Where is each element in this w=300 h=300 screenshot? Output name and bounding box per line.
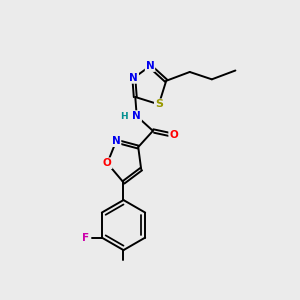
Text: O: O [169, 130, 178, 140]
Text: N: N [112, 136, 121, 146]
Text: N: N [129, 73, 138, 83]
Text: S: S [155, 99, 163, 110]
Text: O: O [103, 158, 112, 168]
Text: N: N [132, 111, 141, 121]
Text: H: H [120, 112, 127, 121]
Text: F: F [82, 232, 89, 243]
Text: N: N [146, 61, 154, 71]
